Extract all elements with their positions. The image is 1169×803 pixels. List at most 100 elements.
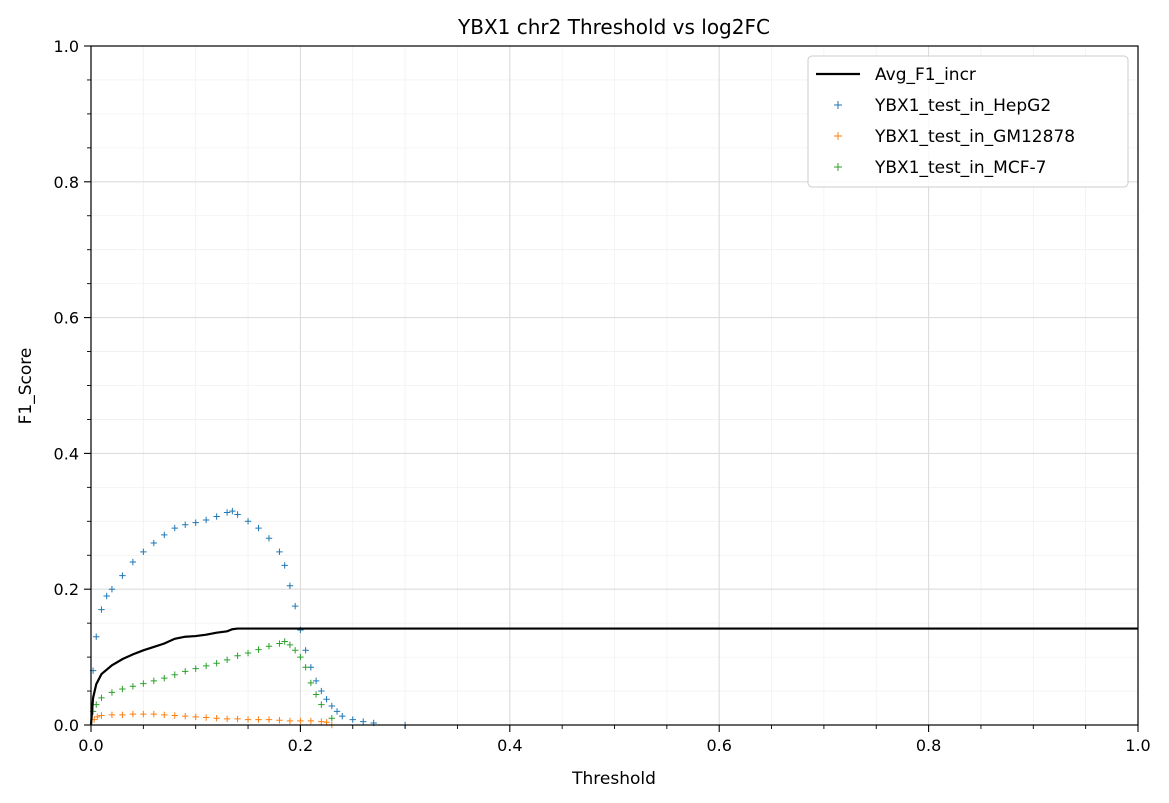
y-tick-label: 0.8 [54, 173, 79, 192]
data-point [234, 652, 241, 659]
data-point [328, 715, 336, 722]
chart-title: YBX1 chr2 Threshold vs log2FC [457, 15, 770, 39]
data-point [140, 680, 147, 687]
data-point [140, 548, 147, 556]
data-point [150, 710, 158, 718]
x-tick-label: 0.2 [288, 736, 313, 755]
data-point [98, 694, 105, 702]
data-point [360, 718, 367, 725]
data-point [318, 701, 325, 708]
x-tick-label: 1.0 [1125, 736, 1150, 755]
data-point [202, 714, 210, 721]
data-point [281, 638, 288, 645]
data-point [119, 572, 126, 579]
data-point [93, 633, 100, 640]
data-point [94, 713, 101, 721]
data-point [307, 717, 315, 725]
data-point [119, 685, 126, 693]
y-tick-label: 0.6 [54, 309, 79, 328]
data-point [297, 653, 304, 661]
data-point [129, 710, 137, 718]
data-point [244, 518, 252, 525]
data-point [119, 711, 126, 719]
data-point [161, 531, 168, 539]
data-point [171, 712, 178, 719]
data-point [276, 717, 283, 724]
data-point [281, 562, 288, 569]
data-point [307, 679, 315, 687]
x-tick-label: 0.6 [706, 736, 731, 755]
data-point [318, 718, 325, 725]
y-tick-label: 0.4 [54, 444, 79, 463]
y-tick-label: 0.2 [54, 580, 79, 599]
data-point [339, 712, 346, 720]
data-point [202, 662, 210, 670]
x-tick-label: 0.4 [497, 736, 522, 755]
data-point [265, 643, 273, 650]
data-point [161, 674, 168, 682]
data-point [286, 717, 294, 725]
data-point [192, 519, 199, 526]
data-point [234, 715, 241, 723]
data-point [213, 715, 220, 722]
data-point [129, 683, 137, 690]
data-point [318, 687, 325, 695]
data-point [302, 647, 309, 654]
data-point [150, 539, 158, 547]
data-point [140, 710, 147, 718]
x-axis-ticks: 0.0 0.2 0.4 0.6 0.8 1.0 [78, 725, 1151, 755]
legend-items: Avg_F1_incr YBX1_test_in_HepG2 YBX1_test_i… [816, 65, 1075, 178]
data-point [213, 660, 220, 667]
legend-box [807, 55, 1129, 188]
data-point [244, 716, 252, 723]
data-point [302, 664, 309, 671]
y-tick-label: 1.0 [54, 37, 79, 56]
y-axis-label: F1_Score [16, 348, 36, 425]
data-point [286, 641, 294, 649]
legend: Avg_F1_incr YBX1_test_in_HepG2 YBX1_test_i… [807, 55, 1129, 188]
data-point [291, 647, 299, 654]
legend-item: YBX1_test_in_MCF-7 [834, 158, 1046, 178]
x-tick-label: 0.8 [916, 736, 941, 755]
data-point [244, 649, 252, 657]
data-point [192, 713, 199, 721]
legend-marker-swatch [834, 101, 842, 109]
data-point [161, 711, 168, 719]
data-point [98, 606, 105, 613]
data-point [297, 717, 304, 725]
data-point [286, 582, 294, 590]
data-point [234, 511, 241, 518]
data-point [223, 715, 231, 723]
data-point [276, 640, 283, 647]
data-point [192, 665, 199, 672]
series-YBX1_test_in_HepG2 [87, 507, 409, 729]
data-point [265, 716, 273, 723]
data-point [333, 708, 341, 715]
legend-marker-swatch [834, 163, 842, 171]
data-point [182, 668, 189, 675]
data-point [323, 695, 330, 703]
data-point [129, 558, 137, 566]
data-point [202, 516, 210, 524]
data-point [255, 646, 262, 653]
data-point [255, 716, 262, 723]
data-point [150, 677, 158, 685]
data-point [312, 691, 320, 698]
data-point [103, 592, 110, 600]
x-tick-label: 0.0 [78, 736, 103, 755]
legend-label: YBX1_test_in_GM12878 [874, 127, 1075, 147]
legend-label: YBX1_test_in_HepG2 [874, 96, 1051, 116]
data-point [108, 689, 116, 696]
data-point [229, 507, 236, 515]
series-YBX1_test_in_GM12878 [87, 710, 336, 729]
series-line-Avg_F1_incr [89, 627, 1138, 726]
data-point [265, 535, 273, 542]
data-point [223, 509, 231, 516]
legend-item: YBX1_test_in_GM12878 [834, 127, 1075, 147]
legend-item: YBX1_test_in_HepG2 [834, 96, 1051, 116]
y-axis-ticks: 0.0 0.2 0.4 0.6 0.8 1.0 [54, 37, 91, 735]
legend-item: Avg_F1_incr [816, 65, 976, 85]
plot-series [87, 507, 1138, 729]
data-point [108, 586, 116, 593]
